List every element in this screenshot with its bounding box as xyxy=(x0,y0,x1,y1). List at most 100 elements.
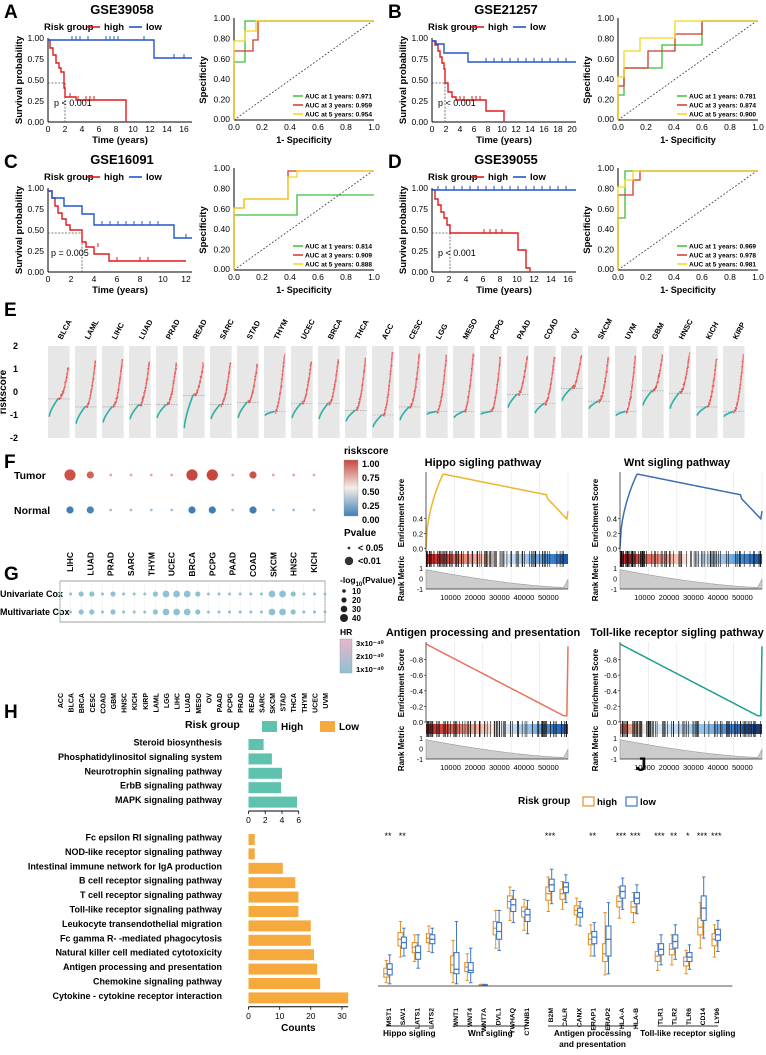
svg-text:0: 0 xyxy=(419,747,423,754)
svg-text:BRCA: BRCA xyxy=(79,693,86,713)
svg-text:Time (years): Time (years) xyxy=(476,135,532,146)
svg-text:50000: 50000 xyxy=(538,763,559,772)
svg-text:1- Specificity: 1- Specificity xyxy=(660,135,716,145)
svg-text:0: 0 xyxy=(613,577,617,584)
svg-text:CD14: CD14 xyxy=(700,1008,707,1026)
svg-text:0.6: 0.6 xyxy=(696,272,708,282)
svg-text:16: 16 xyxy=(539,124,549,134)
svg-text:***: *** xyxy=(616,831,627,841)
svg-text:-0.8: -0.8 xyxy=(604,656,617,665)
svg-text:30000: 30000 xyxy=(489,763,510,772)
svg-text:CANX: CANX xyxy=(576,1008,583,1028)
svg-text:-0.4: -0.4 xyxy=(410,687,423,696)
svg-text:Phosphatidylinositol signaling: Phosphatidylinositol signaling system xyxy=(58,752,222,762)
svg-text:8: 8 xyxy=(486,124,491,134)
svg-text:0.2: 0.2 xyxy=(607,529,617,538)
svg-text:Cytokine - cytokine receptor i: Cytokine - cytokine receptor interaction xyxy=(52,991,222,1001)
svg-text:1.0: 1.0 xyxy=(752,122,764,132)
svg-text:0.4: 0.4 xyxy=(413,515,423,524)
svg-text:Antigen processing and present: Antigen processing and presentation xyxy=(63,962,222,972)
svg-text:0.80: 0.80 xyxy=(597,183,614,193)
svg-text:AUC at 3 years: 0.874: AUC at 3 years: 0.874 xyxy=(689,102,756,109)
svg-text:3x10⁻⁴⁰: 3x10⁻⁴⁰ xyxy=(356,639,385,648)
svg-text:10000: 10000 xyxy=(440,763,461,772)
svg-text:MAPK signaling pathway: MAPK signaling pathway xyxy=(115,795,222,805)
svg-text:0.00: 0.00 xyxy=(362,515,380,525)
svg-text:high: high xyxy=(597,797,617,808)
svg-text:6: 6 xyxy=(296,815,301,825)
svg-text:Rank Metric: Rank Metric xyxy=(397,725,406,771)
svg-text:PCPG: PCPG xyxy=(228,692,235,712)
svg-text:10000: 10000 xyxy=(440,593,461,602)
svg-text:20: 20 xyxy=(567,124,577,134)
svg-text:-0.2: -0.2 xyxy=(604,702,617,711)
svg-text:***: *** xyxy=(711,831,722,841)
svg-text:4: 4 xyxy=(280,815,285,825)
svg-text:10: 10 xyxy=(352,587,361,596)
svg-text:10: 10 xyxy=(497,124,507,134)
svg-text:Enrichment Score: Enrichment Score xyxy=(397,478,406,547)
svg-text:High: High xyxy=(281,722,303,733)
svg-text:1: 1 xyxy=(419,566,423,573)
svg-text:-1: -1 xyxy=(417,587,423,594)
svg-text:Wnt sigling pathway: Wnt sigling pathway xyxy=(624,457,731,469)
svg-text:Risk group: Risk group xyxy=(185,719,240,731)
svg-text:0: 0 xyxy=(13,387,18,397)
svg-text:0.75: 0.75 xyxy=(411,54,428,64)
svg-text:1: 1 xyxy=(613,566,617,573)
svg-text:-1: -1 xyxy=(611,757,617,764)
svg-text:DVL1: DVL1 xyxy=(495,1008,502,1026)
svg-text:riskscore: riskscore xyxy=(344,446,389,457)
svg-text:1.00: 1.00 xyxy=(411,183,428,193)
svg-text:MESO: MESO xyxy=(461,317,479,341)
svg-text:1.0: 1.0 xyxy=(752,272,764,282)
svg-text:SKCM: SKCM xyxy=(270,693,277,714)
svg-text:PAAD: PAAD xyxy=(515,318,533,341)
svg-text:PCPG: PCPG xyxy=(488,318,506,341)
svg-text:**: ** xyxy=(384,831,392,841)
svg-text:p < 0.001: p < 0.001 xyxy=(438,98,476,108)
svg-text:COAD: COAD xyxy=(100,693,107,714)
svg-text:Leukocyte transendothelial mig: Leukocyte transendothelial migration xyxy=(62,919,222,929)
svg-text:HR: HR xyxy=(340,627,352,637)
svg-text:30000: 30000 xyxy=(683,763,704,772)
svg-text:20000: 20000 xyxy=(465,593,486,602)
svg-text:-0.6: -0.6 xyxy=(410,671,423,680)
svg-text:UCEC: UCEC xyxy=(312,693,319,713)
svg-text:PAAD: PAAD xyxy=(217,693,224,712)
svg-text:0.2: 0.2 xyxy=(413,529,423,538)
svg-text:2x10⁻⁴⁰: 2x10⁻⁴⁰ xyxy=(356,652,385,661)
svg-text:Toll-like receptor sigling pat: Toll-like receptor sigling pathway xyxy=(590,627,764,639)
svg-text:40000: 40000 xyxy=(513,593,534,602)
svg-text:30000: 30000 xyxy=(683,593,704,602)
svg-text:4: 4 xyxy=(464,274,469,284)
svg-text:H: H xyxy=(4,702,18,723)
svg-text:0.80: 0.80 xyxy=(597,33,614,43)
svg-text:Antigen processing: Antigen processing xyxy=(554,1028,631,1038)
svg-text:20: 20 xyxy=(352,596,361,605)
svg-text:SARC: SARC xyxy=(259,693,266,713)
svg-text:1: 1 xyxy=(419,736,423,743)
svg-text:B2M: B2M xyxy=(548,1008,555,1023)
svg-text:0.2: 0.2 xyxy=(640,272,652,282)
svg-text:CESC: CESC xyxy=(407,318,425,341)
svg-text:8: 8 xyxy=(498,274,503,284)
svg-text:1- Specificity: 1- Specificity xyxy=(660,285,716,295)
svg-text:AUC at 1 years: 0.969: AUC at 1 years: 0.969 xyxy=(689,243,756,250)
svg-text:THYM: THYM xyxy=(302,693,309,713)
svg-text:Rank Metric: Rank Metric xyxy=(591,725,600,771)
svg-text:0.2: 0.2 xyxy=(640,122,652,132)
svg-text:low: low xyxy=(530,172,546,183)
svg-text:Hippo sigling: Hippo sigling xyxy=(383,1028,436,1038)
svg-text:2: 2 xyxy=(444,124,449,134)
svg-text:0.4: 0.4 xyxy=(668,272,680,282)
svg-text:-1: -1 xyxy=(10,410,18,420)
svg-text:MESO: MESO xyxy=(196,692,203,713)
svg-text:high: high xyxy=(488,22,508,33)
svg-text:Enrichment Score: Enrichment Score xyxy=(591,478,600,547)
svg-text:STAD: STAD xyxy=(281,693,288,712)
svg-text:0.6: 0.6 xyxy=(696,122,708,132)
svg-text:Counts: Counts xyxy=(281,1023,316,1034)
svg-text:-0.6: -0.6 xyxy=(604,671,617,680)
svg-text:AUC at 1 years: 0.781: AUC at 1 years: 0.781 xyxy=(689,93,756,100)
